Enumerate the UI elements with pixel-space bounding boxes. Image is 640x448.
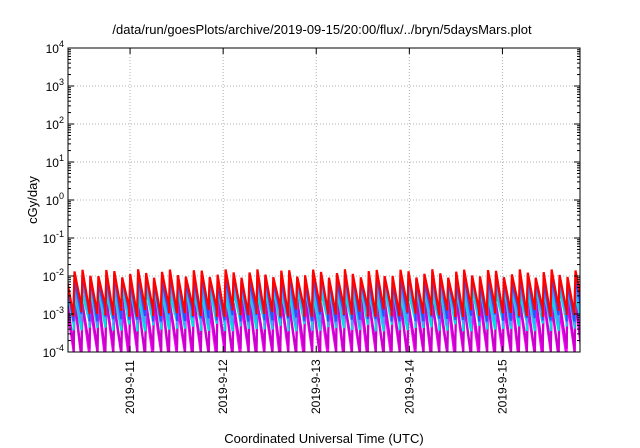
x-tick-label: 2019-9-14 [402,359,416,414]
y-tick-label: 10-1 [43,229,64,246]
x-tick-label: 2019-9-11 [123,360,137,414]
y-tick-label: 102 [46,115,64,132]
x-tick-label: 2019-9-12 [216,359,230,414]
series-line [68,269,580,318]
series-line [68,273,580,322]
grid-lines [68,48,580,352]
chart-title: /data/run/goesPlots/archive/2019-09-15/2… [112,22,532,37]
y-axis: 10-4 10-3 10-2 10-1 100 101 102 103 104 [43,39,580,360]
x-axis-label: Coordinated Universal Time (UTC) [224,431,423,446]
y-tick-label: 10-3 [43,305,64,322]
y-tick-label: 104 [46,39,64,56]
x-tick-label: 2019-9-13 [309,359,323,414]
y-axis-label: cGy/day [25,176,40,224]
y-tick-label: 103 [46,77,64,94]
y-tick-label: 100 [46,191,64,208]
x-tick-label: 2019-9-15 [495,359,509,414]
x-axis: 2019-9-11 2019-9-12 2019-9-13 2019-9-14 2019… [123,48,509,414]
y-tick-label: 101 [46,153,64,170]
series-group [68,269,580,352]
y-tick-label: 10-4 [43,343,64,360]
y-tick-label: 10-2 [43,267,64,284]
